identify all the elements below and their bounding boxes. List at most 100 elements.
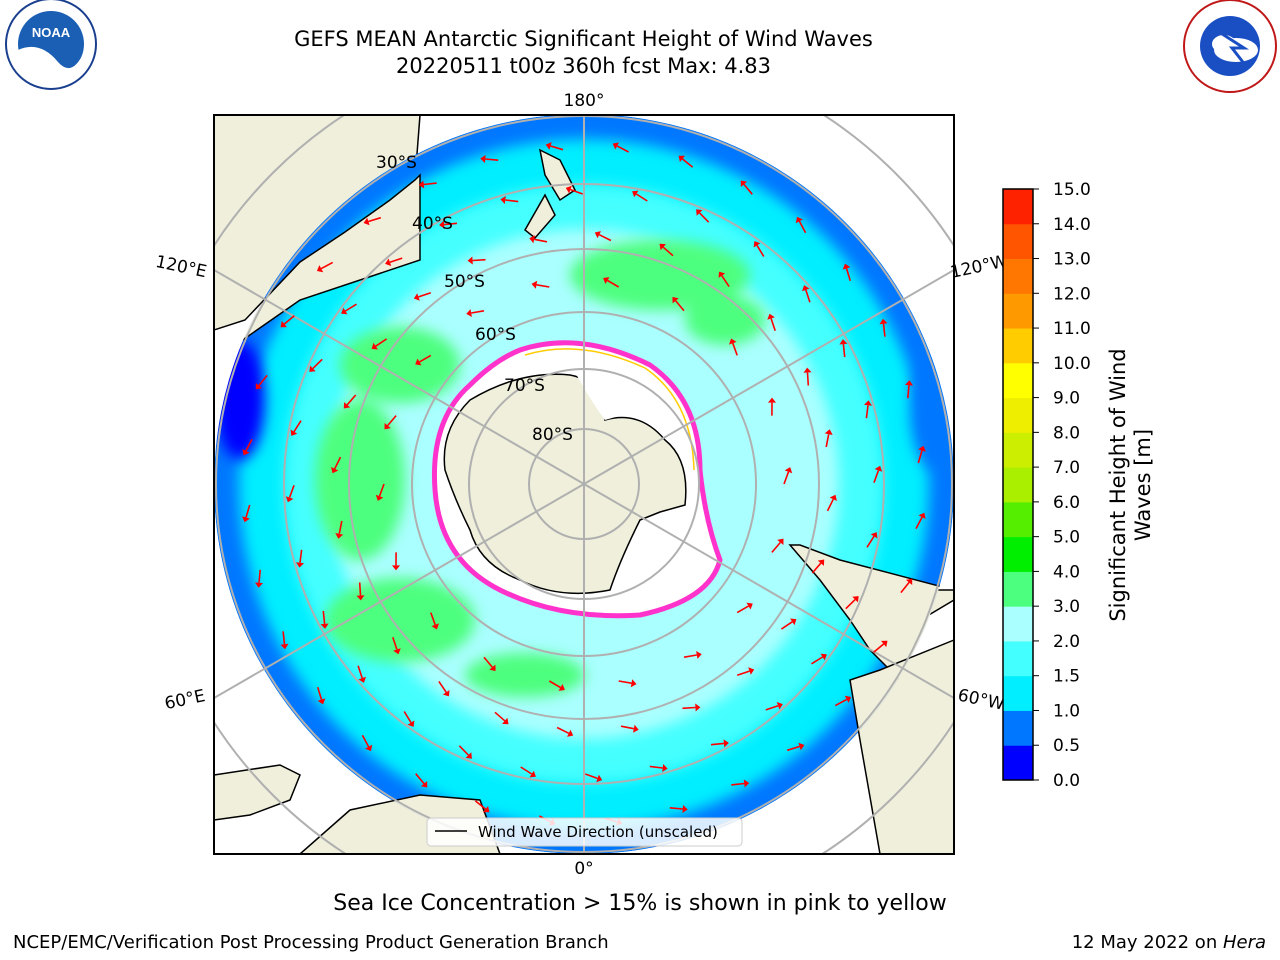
colorbar-swatch [1003,571,1033,607]
colorbar-swatch [1003,467,1033,503]
lat-label-40s: 40°S [412,214,453,234]
wave-arrow-head [502,717,509,725]
wave-arrow-shaft [444,222,458,226]
wave-arrow-head [612,142,619,150]
wave-arrow-shaft [346,394,357,406]
wave-arrow-head [356,595,365,601]
wave-arrow-shaft [423,182,437,186]
wave-arrow-head [633,724,639,733]
wave-arrow-shaft [635,193,648,202]
wave-arrow-shaft [474,800,487,810]
wave-arrow-head [467,256,473,265]
wave-arrow-head [718,271,726,278]
wave-arrow-head [776,702,783,710]
wave-arrow-shaft [721,275,730,288]
wave-arrow-head [603,277,610,284]
wave-arrow-shaft [907,385,910,399]
wave-arrow-shaft [917,450,923,464]
wave-arrow-shaft [649,765,663,769]
colorbar-tick-label: 9.0 [1053,389,1080,409]
wave-arrow-head [255,582,263,588]
colorbar-label: Significant Height of Wind [1106,348,1130,621]
lat-label-50s: 50°S [444,272,485,292]
wave-arrow-head [558,684,565,691]
wave-arrow-shaft [288,485,295,498]
wave-arrow-head [384,423,391,430]
wave-arrow-head [280,320,287,328]
nws-logo [1183,0,1277,93]
colorbar-swatch [1003,189,1033,225]
map-frame [213,114,955,855]
wave-arrow-head [817,559,825,566]
wave-arrow-head [371,342,378,350]
wave-arrow-head [529,770,536,778]
wave-arrow-shaft [710,742,724,746]
wave-arrow-head [413,293,420,301]
wave-arrow-shaft [494,711,506,722]
chart-title: GEFS MEAN Antarctic Significant Height o… [294,27,873,51]
lon-label-120w: 120°W [949,251,1010,283]
wave-arrow-head [870,532,878,539]
colorbar-swatch [1003,710,1033,746]
wave-arrow-shaft [771,541,781,553]
wave-arrow-shaft [675,300,685,312]
wave-arrow-head [407,720,415,727]
colorbar-tick-label: 12.0 [1053,284,1091,304]
wave-arrow-head [296,562,304,568]
colorbar-tick-label: 14.0 [1053,215,1091,235]
colorbar-swatch [1003,536,1033,572]
wave-arrow-shaft [732,342,738,356]
wave-arrow-shaft [770,318,776,332]
colorbar-tick-label: 7.0 [1053,458,1080,478]
colorbar-swatch [1003,640,1033,677]
wave-arrow-head [341,307,348,315]
wave-arrow-shaft [472,258,486,262]
wave-arrow-shaft [915,516,923,529]
wave-arrow-shaft [338,520,343,534]
wave-arrow-head [358,676,366,683]
wave-arrow-head [465,752,472,759]
wave-arrow-head [415,358,422,366]
wave-arrow-head [531,280,538,289]
wave-arrow-shaft [403,711,412,724]
wave-arrow-head [918,512,926,519]
wave-arrow-shaft [873,643,885,653]
wave-arrow-head [696,651,702,659]
wave-arrow-shaft [882,323,886,337]
wave-arrow-head [545,142,552,150]
wave-arrow-head [290,429,298,436]
wave-arrow-shaft [536,284,550,288]
wave-arrow-shaft [293,420,302,433]
colorbar-tick-label: 10.0 [1053,354,1091,374]
wave-arrow-head [420,781,428,788]
footer-date-text: 12 May 2022 on [1071,932,1223,953]
wave-arrow-head [803,367,812,373]
wave-arrow-head [839,339,848,345]
wave-arrow-shaft [548,680,561,689]
wave-height-field [214,114,954,854]
wave-arrow-shaft [585,773,598,780]
wave-arrow-shaft [662,246,674,257]
wave-arrow-head [309,365,316,372]
map-legend: Wind Wave Direction (unscaled) [426,817,743,847]
wave-arrow-head [905,380,913,386]
noaa-logo: NOAA [5,0,97,90]
wave-arrow-head [466,309,472,317]
wave-arrow-head [768,397,776,403]
sea-ice-note: Sea Ice Concentration > 15% is shown in … [333,891,947,916]
wave-arrow-shaft [765,705,779,711]
colorbar-swatch [1003,501,1033,538]
wave-arrow-head [317,698,326,705]
wave-arrow-shaft [245,439,253,452]
wave-arrow-shaft [736,670,750,676]
wave-arrow-shaft [375,338,388,347]
wave-arrow-shaft [361,734,370,748]
wave-arrow-head [567,729,574,737]
wave-arrow-head [743,779,750,788]
wave-arrow-shaft [873,470,880,483]
wave-arrow-head [746,602,753,610]
wave-arrow-head [852,596,859,603]
lon-label-180: 180° [564,91,605,111]
wave-arrow-head [748,667,755,675]
wave-arrow-shaft [312,358,323,369]
